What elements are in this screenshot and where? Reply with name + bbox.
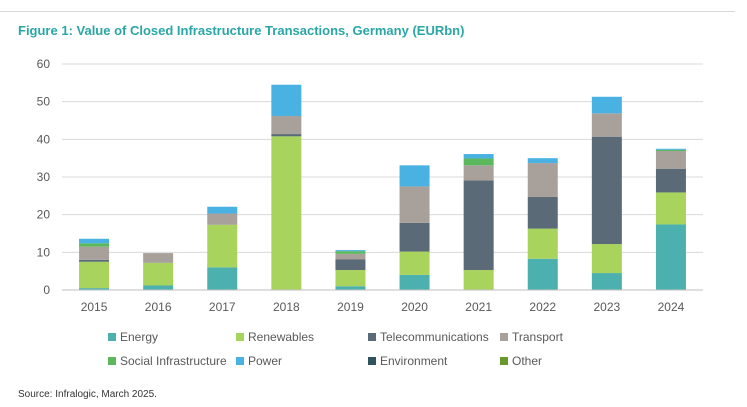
bar-segment-2019-energy bbox=[335, 286, 366, 290]
x-tick-label-2023: 2023 bbox=[593, 300, 620, 314]
bar-segment-2023-renewables bbox=[591, 244, 622, 274]
bar-segment-2021-social-infrastructure bbox=[463, 158, 494, 166]
bar-segment-2019-transport bbox=[335, 253, 366, 260]
bar-segment-2015-renewables bbox=[79, 261, 110, 289]
bar-segment-2017-transport bbox=[207, 213, 238, 225]
bar-segment-2020-power bbox=[399, 165, 430, 187]
bar-segment-2023-transport bbox=[591, 113, 622, 137]
bar-segment-2024-energy bbox=[655, 224, 686, 290]
bar-segment-2016-renewables bbox=[143, 262, 174, 286]
source-note: Source: Infralogic, March 2025. bbox=[18, 389, 157, 400]
x-tick-label-2019: 2019 bbox=[337, 300, 364, 314]
legend-swatch-power bbox=[236, 357, 244, 365]
y-tick-label-50: 50 bbox=[37, 95, 51, 109]
bar-segment-2023-power bbox=[591, 96, 622, 114]
bar-segment-2020-transport bbox=[399, 186, 430, 223]
bar-segment-2020-renewables bbox=[399, 251, 430, 275]
bar-segment-2015-telecommunications bbox=[79, 259, 110, 262]
bar-segment-2022-telecommunications bbox=[527, 196, 558, 229]
legend-swatch-other bbox=[500, 357, 508, 365]
y-axis-ticks: 0 10 20 30 40 50 60 bbox=[37, 57, 51, 297]
gridlines bbox=[62, 63, 703, 253]
bar-segment-2022-renewables bbox=[527, 228, 558, 259]
bar-segment-2019-social-infrastructure bbox=[335, 251, 366, 254]
bar-segment-2024-power bbox=[655, 148, 686, 150]
legend-label-power: Power bbox=[248, 354, 282, 368]
bar-segment-2017-renewables bbox=[207, 224, 238, 268]
legend-swatch-environment bbox=[368, 357, 376, 365]
bar-segment-2023-telecommunications bbox=[591, 136, 622, 245]
bar-segment-2019-power bbox=[335, 250, 366, 252]
bar-segment-2022-energy bbox=[527, 258, 558, 290]
bar-segment-2018-transport bbox=[271, 115, 302, 135]
bar-segment-2022-transport bbox=[527, 163, 558, 197]
legend-label-other: Other bbox=[512, 354, 542, 368]
bar-segment-2023-energy bbox=[591, 273, 622, 290]
top-rule bbox=[0, 11, 735, 12]
bar-segment-2015-power bbox=[79, 238, 110, 244]
y-tick-label-10: 10 bbox=[37, 245, 51, 259]
bar-segment-2020-energy bbox=[399, 274, 430, 290]
y-tick-label-60: 60 bbox=[37, 57, 51, 71]
y-tick-label-40: 40 bbox=[37, 132, 51, 146]
x-axis-ticks: 2015 2016 2017 2018 2019 2020 2021 2022 2023 2024 bbox=[81, 300, 685, 314]
bar-segment-2024-transport bbox=[655, 151, 686, 169]
legend-swatch-renewables bbox=[236, 333, 244, 341]
bar-segment-2024-social-infrastructure bbox=[655, 149, 686, 152]
legend-swatch-energy bbox=[108, 333, 116, 341]
x-tick-label-2017: 2017 bbox=[209, 300, 236, 314]
legend-label-social-infrastructure: Social Infrastructure bbox=[120, 354, 227, 368]
bar-segment-2021-power bbox=[463, 154, 494, 159]
bar-segment-2022-power bbox=[527, 158, 558, 164]
x-tick-label-2015: 2015 bbox=[81, 300, 108, 314]
legend: Energy Renewables Telecommunications Transp… bbox=[108, 330, 564, 368]
x-tick-label-2024: 2024 bbox=[658, 300, 685, 314]
y-tick-label-30: 30 bbox=[37, 170, 51, 184]
legend-swatch-transport bbox=[500, 333, 508, 341]
bar-segment-2021-renewables bbox=[463, 270, 494, 290]
x-tick-label-2016: 2016 bbox=[145, 300, 172, 314]
legend-label-transport: Transport bbox=[512, 330, 564, 344]
legend-label-energy: Energy bbox=[120, 330, 158, 344]
bar-segment-2018-renewables bbox=[271, 136, 302, 290]
x-tick-label-2020: 2020 bbox=[401, 300, 428, 314]
bar-segment-2020-telecommunications bbox=[399, 222, 430, 252]
bars bbox=[79, 84, 686, 290]
bar-segment-2017-power bbox=[207, 206, 238, 214]
x-tick-label-2018: 2018 bbox=[273, 300, 300, 314]
bar-segment-2016-energy bbox=[143, 285, 174, 290]
bar-segment-2016-transport bbox=[143, 253, 174, 263]
bar-segment-2017-energy bbox=[207, 267, 238, 290]
x-tick-label-2022: 2022 bbox=[529, 300, 556, 314]
bar-segment-2015-transport bbox=[79, 246, 110, 260]
bar-segment-2019-telecommunications bbox=[335, 259, 366, 271]
bar-segment-2024-renewables bbox=[655, 192, 686, 225]
bar-segment-2015-energy bbox=[79, 288, 110, 290]
legend-label-renewables: Renewables bbox=[248, 330, 314, 344]
x-tick-label-2021: 2021 bbox=[465, 300, 492, 314]
bar-segment-2018-power bbox=[271, 84, 302, 116]
bar-segment-2024-telecommunications bbox=[655, 168, 686, 193]
legend-swatch-telecommunications bbox=[368, 333, 376, 341]
y-tick-label-20: 20 bbox=[37, 208, 51, 222]
legend-label-environment: Environment bbox=[380, 354, 448, 368]
bar-segment-2021-transport bbox=[463, 165, 494, 181]
bar-segment-2019-renewables bbox=[335, 270, 366, 287]
legend-swatch-social-infrastructure bbox=[108, 357, 116, 365]
bar-segment-2018-telecommunications bbox=[271, 134, 302, 137]
bar-segment-2015-social-infrastructure bbox=[79, 243, 110, 247]
chart-title: Figure 1: Value of Closed Infrastructure… bbox=[18, 23, 465, 38]
legend-label-telecommunications: Telecommunications bbox=[380, 330, 489, 344]
bar-segment-2021-telecommunications bbox=[463, 180, 494, 271]
y-tick-label-0: 0 bbox=[43, 283, 50, 297]
